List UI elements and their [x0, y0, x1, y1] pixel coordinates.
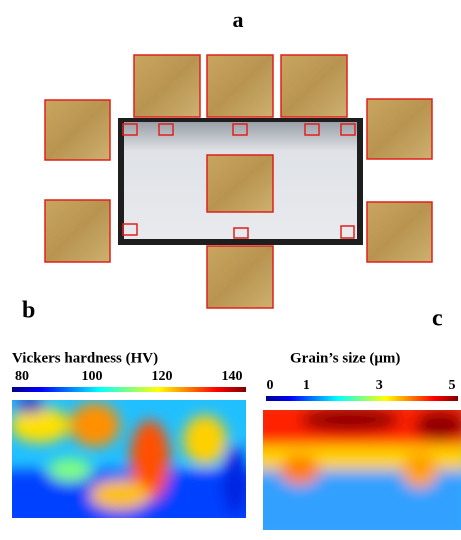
colorbar-tick-label: 0	[267, 378, 274, 393]
panel-label: c	[432, 306, 443, 332]
colorbar-tick-label: 1	[303, 378, 310, 393]
colorbar-tick-label: 140	[222, 369, 243, 384]
colorbar-tick-label: 80	[15, 369, 29, 384]
micrograph	[206, 154, 274, 213]
panel-label: b	[22, 298, 35, 324]
colorbar-tick-label: 5	[449, 378, 456, 393]
colorbar-tick-label: 120	[152, 369, 173, 384]
colorbar	[266, 396, 458, 401]
hardness-map	[12, 400, 246, 518]
colorbar-title: Vickers hardness (HV)	[12, 350, 158, 366]
sample-spots	[122, 123, 356, 239]
colorbar-tick-label: 3	[376, 378, 383, 393]
colorbar	[12, 387, 246, 392]
colorbar-title: Grain’s size (μm)	[290, 350, 400, 366]
panel-label: a	[233, 7, 244, 32]
micrographs	[44, 54, 433, 309]
colorbar-tick-label: 100	[82, 369, 103, 384]
grain-map	[263, 410, 461, 530]
